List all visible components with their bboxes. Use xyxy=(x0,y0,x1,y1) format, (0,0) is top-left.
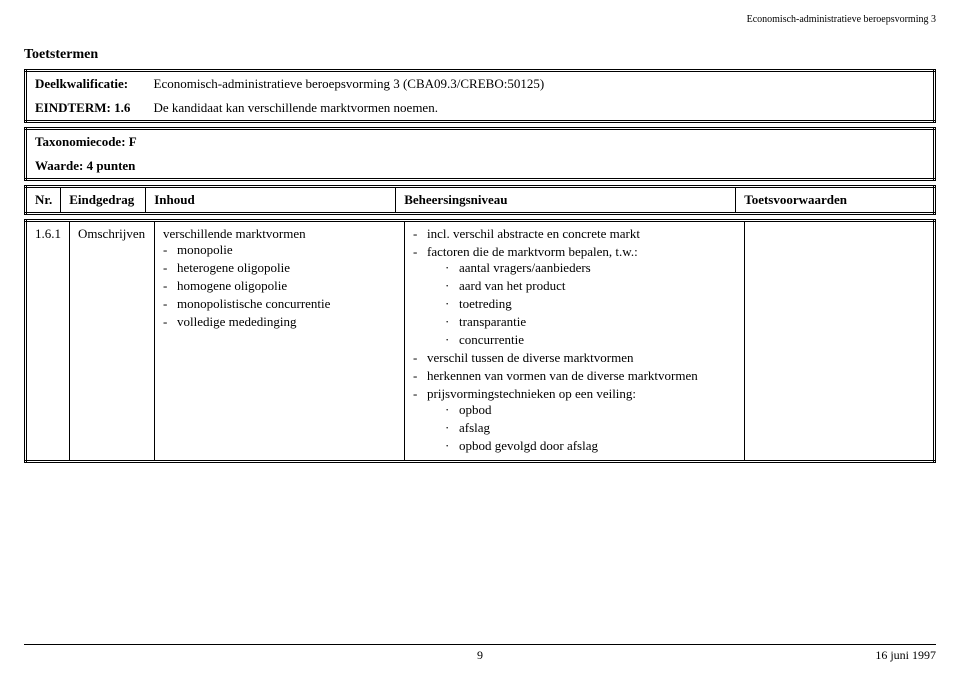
content-header: Nr. Eindgedrag Inhoud Beheersingsniveau … xyxy=(24,185,936,215)
col-beheersingsniveau: Beheersingsniveau xyxy=(396,187,736,214)
beheer-b4-text: prijsvormingstechnieken op een veiling: xyxy=(427,386,636,401)
list-item: incl. verschil abstracte en concrete mar… xyxy=(413,226,736,242)
cell-inhoud: verschillende marktvormen monopolie hete… xyxy=(155,221,405,462)
list-item: opbod gevolgd door afslag xyxy=(445,438,736,454)
cell-beheer: incl. verschil abstracte en concrete mar… xyxy=(405,221,745,462)
page-number: 9 xyxy=(477,648,483,663)
eindterm-label: EINDTERM: 1.6 xyxy=(26,96,146,122)
table-row: 1.6.1 Omschrijven verschillende marktvor… xyxy=(26,221,935,462)
col-nr: Nr. xyxy=(26,187,61,214)
cell-eindgedrag: Omschrijven xyxy=(70,221,155,462)
list-item: monopolie xyxy=(163,242,396,258)
beheer-list: incl. verschil abstracte en concrete mar… xyxy=(413,226,736,454)
list-item: factoren die de marktvorm bepalen, t.w.:… xyxy=(413,244,736,348)
taxonomiecode: Taxonomiecode: F xyxy=(26,129,935,155)
list-item: monopolistische concurrentie xyxy=(163,296,396,312)
beheer-b4-sublist: opbod afslag opbod gevolgd door afslag xyxy=(445,402,736,454)
inhoud-heading: verschillende marktvormen xyxy=(163,226,306,241)
beheer-b1-text: factoren die de marktvorm bepalen, t.w.: xyxy=(427,244,638,259)
cell-nr: 1.6.1 xyxy=(26,221,70,462)
deelkwalificatie-label: Deelkwalificatie: xyxy=(26,71,146,97)
col-inhoud: Inhoud xyxy=(146,187,396,214)
list-item: volledige mededinging xyxy=(163,314,396,330)
deelkwalificatie-value: Economisch-administratieve beroepsvormin… xyxy=(146,71,935,97)
eindterm-value: De kandidaat kan verschillende marktvorm… xyxy=(146,96,935,122)
list-item: aantal vragers/aanbieders xyxy=(445,260,736,276)
page: Economisch-administratieve beroepsvormin… xyxy=(0,0,960,673)
list-item: verschil tussen de diverse marktvormen xyxy=(413,350,736,366)
col-eindgedrag: Eindgedrag xyxy=(61,187,146,214)
list-item: toetreding xyxy=(445,296,736,312)
inhoud-list: monopolie heterogene oligopolie homogene… xyxy=(163,242,396,330)
footer-date: 16 juni 1997 xyxy=(875,648,936,663)
list-item: herkennen van vormen van de diverse mark… xyxy=(413,368,736,384)
list-item: prijsvormingstechnieken op een veiling: … xyxy=(413,386,736,454)
list-item: afslag xyxy=(445,420,736,436)
taxonomy-table: Taxonomiecode: F Waarde: 4 punten xyxy=(24,127,936,181)
list-item: transparantie xyxy=(445,314,736,330)
meta-table: Deelkwalificatie: Economisch-administrat… xyxy=(24,69,936,123)
list-item: concurrentie xyxy=(445,332,736,348)
list-item: heterogene oligopolie xyxy=(163,260,396,276)
page-footer: 9 16 juni 1997 xyxy=(24,644,936,663)
list-item: homogene oligopolie xyxy=(163,278,396,294)
page-title: Toetstermen xyxy=(24,47,936,63)
waarde: Waarde: 4 punten xyxy=(26,154,935,180)
doc-reference: Economisch-administratieve beroepsvormin… xyxy=(24,14,936,25)
cell-toetsvoorwaarden xyxy=(745,221,935,462)
content-table: 1.6.1 Omschrijven verschillende marktvor… xyxy=(24,219,936,463)
list-item: opbod xyxy=(445,402,736,418)
beheer-b1-sublist: aantal vragers/aanbieders aard van het p… xyxy=(445,260,736,348)
list-item: aard van het product xyxy=(445,278,736,294)
col-toetsvoorwaarden: Toetsvoorwaarden xyxy=(736,187,935,214)
